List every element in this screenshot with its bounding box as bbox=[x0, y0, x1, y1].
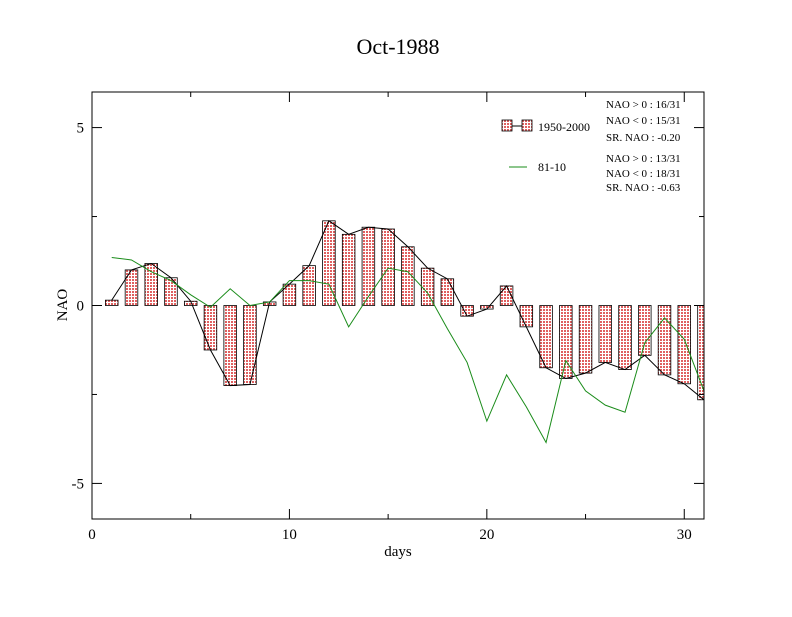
bars-1950-2000 bbox=[105, 220, 705, 401]
axis-ticks: 0 10 20 30 -5 0 5 bbox=[72, 92, 704, 543]
legend-swatch-bar-right bbox=[521, 119, 533, 132]
legend-entry-81-10: 81-10 bbox=[509, 160, 566, 174]
x-axis-label: days bbox=[384, 544, 412, 560]
bar-day-7 bbox=[223, 305, 237, 386]
bar-day-14 bbox=[361, 226, 376, 306]
legend-stat-negative: NAO < 0 : 15/31 bbox=[606, 115, 681, 127]
legend-label-1950-2000: 1950-2000 bbox=[538, 120, 590, 134]
bar-day-29 bbox=[657, 305, 672, 376]
bar-day-25 bbox=[578, 305, 593, 374]
bar-day-17 bbox=[420, 267, 435, 306]
legend-stat-positive: NAO > 0 : 16/31 bbox=[606, 99, 681, 111]
legend-entry-1950-2000: 1950-2000 bbox=[501, 119, 590, 134]
legend-stat2-negative: NAO < 0 : 18/31 bbox=[606, 168, 681, 180]
legend: 1950-2000 NAO > 0 : 16/31 NAO < 0 : 15/3… bbox=[501, 99, 681, 194]
bar-day-2 bbox=[124, 269, 139, 306]
legend-label-81-10: 81-10 bbox=[538, 160, 566, 174]
x-tick-label: 30 bbox=[677, 527, 692, 543]
x-tick-label: 0 bbox=[88, 527, 96, 543]
bar-day-22 bbox=[519, 305, 534, 328]
bar-day-28 bbox=[638, 305, 652, 356]
bar-day-6 bbox=[203, 305, 218, 351]
bar-day-4 bbox=[164, 277, 178, 306]
y-axis-label: NAO bbox=[55, 289, 71, 322]
bar-day-27 bbox=[618, 305, 632, 370]
series-lines bbox=[111, 220, 705, 444]
line-81-10 bbox=[111, 256, 705, 444]
chart-title: Oct-1988 bbox=[356, 34, 439, 59]
line-1950-2000 bbox=[111, 220, 705, 401]
legend-stats-1950-2000: NAO > 0 : 16/31 NAO < 0 : 15/31 SR. NAO … bbox=[606, 99, 681, 144]
legend-stat2-positive: NAO > 0 : 13/31 bbox=[606, 153, 681, 165]
bar-day-11 bbox=[302, 265, 316, 306]
bar-day-30 bbox=[677, 305, 691, 385]
y-tick-label: 0 bbox=[77, 299, 85, 315]
x-tick-label: 20 bbox=[479, 527, 494, 543]
bar-day-18 bbox=[440, 278, 455, 306]
bar-day-10 bbox=[282, 283, 297, 306]
bar-day-31 bbox=[697, 305, 705, 401]
y-tick-label: 5 bbox=[77, 121, 85, 137]
legend-swatch-bar-left bbox=[501, 119, 513, 132]
bar-day-1 bbox=[105, 299, 119, 306]
x-tick-label: 10 bbox=[282, 527, 297, 543]
legend-stat2-sr: SR. NAO : -0.63 bbox=[606, 182, 681, 194]
bar-day-8 bbox=[243, 305, 257, 385]
legend-stats-81-10: NAO > 0 : 13/31 NAO < 0 : 18/31 SR. NAO … bbox=[606, 153, 681, 194]
bar-day-26 bbox=[598, 305, 612, 363]
bar-day-13 bbox=[341, 233, 356, 306]
bar-day-15 bbox=[381, 228, 395, 306]
y-tick-label: -5 bbox=[72, 476, 85, 492]
bar-day-3 bbox=[144, 263, 158, 306]
legend-stat-sr: SR. NAO : -0.20 bbox=[606, 132, 681, 144]
